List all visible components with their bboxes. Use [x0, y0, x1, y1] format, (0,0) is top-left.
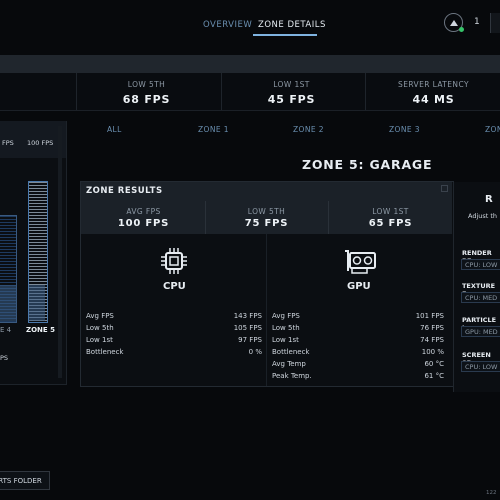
tab-zone-details[interactable]: ZONE DETAILS: [258, 20, 326, 30]
scrollbar[interactable]: [58, 126, 62, 378]
gpu-row-avg-fps: Avg FPS 101 FPS: [272, 312, 444, 324]
row-label: Low 5th: [86, 324, 114, 332]
stat-server-latency: SERVER LATENCY 44 MS: [360, 80, 500, 106]
zone-results-summary: [81, 201, 452, 234]
setting-dropdown[interactable]: CPU: MED: [461, 292, 500, 303]
zone-tab-2[interactable]: ZONE 2: [293, 125, 324, 134]
zone-4-label: E 4: [0, 326, 12, 334]
stat-value: 75 FPS: [244, 218, 289, 229]
row-label: Low 5th: [272, 324, 300, 332]
summary-low-1st: LOW 1ST 65 FPS: [317, 207, 464, 229]
settings-title: R: [485, 194, 493, 205]
gpu-row-low-5th: Low 5th 76 FPS: [272, 324, 444, 336]
row-value: 97 FPS: [238, 336, 262, 344]
status-dot: [459, 27, 464, 32]
summary-avg-fps: AVG FPS 100 FPS: [70, 207, 217, 229]
zone-tab-5[interactable]: ZON: [485, 125, 500, 134]
stat-value: 100 FPS: [117, 218, 170, 229]
row-label: Avg FPS: [86, 312, 114, 320]
setting-dropdown[interactable]: CPU: LOW: [461, 361, 500, 372]
stat-label: AVG FPS: [126, 207, 161, 216]
zone-title: ZONE 5: GARAGE: [302, 157, 433, 172]
row-label: Peak Temp.: [272, 372, 312, 380]
menu-icon[interactable]: [441, 185, 448, 192]
cpu-row-low-5th: Low 5th 105 FPS: [86, 324, 262, 336]
stat-label: LOW 5TH: [127, 80, 166, 89]
stat-label: LOW 1ST: [372, 207, 409, 216]
left-footnote: PS: [0, 354, 9, 362]
active-tab-indicator: [253, 34, 317, 36]
divider: [221, 73, 222, 110]
stats-band-top: [0, 55, 500, 73]
stat-label: SERVER LATENCY: [398, 80, 469, 89]
stat-value: 65 FPS: [368, 218, 413, 229]
divider: [365, 73, 366, 110]
cpu-row-bottleneck: Bottleneck 0 %: [86, 348, 262, 360]
row-value: 0 %: [248, 348, 262, 356]
row-value: 143 FPS: [233, 312, 262, 320]
row-label: Bottleneck: [86, 348, 124, 356]
fps-label: FPS: [2, 139, 14, 147]
zone-results-header: ZONE RESULTS: [81, 182, 452, 201]
stat-label: LOW 5TH: [247, 207, 286, 216]
row-value: 105 FPS: [233, 324, 262, 332]
gpu-icon: [345, 250, 376, 274]
gpu-stats: Avg FPS 101 FPS Low 5th 76 FPS Low 1st 7…: [272, 312, 444, 384]
row-value: 74 FPS: [420, 336, 444, 344]
row-value: 61 °C: [424, 372, 444, 380]
row-value: 100 %: [421, 348, 444, 356]
row-label: Bottleneck: [272, 348, 310, 356]
gpu-title: GPU: [347, 281, 371, 292]
zone-fps-chart-header: [0, 121, 66, 158]
zone-tab-all[interactable]: ALL: [107, 125, 122, 134]
row-label: Avg Temp: [272, 360, 306, 368]
gpu-row-avg-temp: Avg Temp 60 °C: [272, 360, 444, 372]
settings-subtitle: Adjust th: [468, 212, 498, 220]
stat-low-1st: LOW 1ST 45 FPS: [218, 80, 365, 106]
zone-tab-3[interactable]: ZONE 3: [389, 125, 420, 134]
open-reports-folder-button[interactable]: RTS FOLDER: [0, 471, 50, 490]
setting-dropdown[interactable]: GPU: MED: [461, 326, 500, 337]
row-value: 76 FPS: [420, 324, 444, 332]
cpu-icon: [161, 248, 187, 274]
top-nav: [0, 0, 500, 48]
zone-5-label: ZONE 5: [26, 326, 55, 334]
divider: [266, 234, 267, 386]
zone-results-title: ZONE RESULTS: [86, 186, 163, 196]
tab-overview[interactable]: OVERVIEW: [203, 20, 253, 30]
cpu-row-low-1st: Low 1st 97 FPS: [86, 336, 262, 348]
stat-value: 44 MS: [412, 93, 455, 106]
divider: [205, 201, 206, 234]
zone-4-bar-fill: [0, 285, 16, 321]
row-value: 101 FPS: [415, 312, 444, 320]
gpu-row-bottleneck: Bottleneck 100 %: [272, 348, 444, 360]
zone-tab-1[interactable]: ZONE 1: [198, 125, 229, 134]
setting-dropdown[interactable]: CPU: LOW: [461, 259, 500, 270]
profile-button[interactable]: [490, 13, 500, 33]
fps-label: 100 FPS: [27, 139, 54, 147]
row-label: Low 1st: [272, 336, 299, 344]
stats-band: [0, 73, 500, 111]
gpu-row-peak-temp: Peak Temp. 61 °C: [272, 372, 444, 384]
notification-count: 1: [474, 17, 480, 27]
cpu-title: CPU: [163, 281, 186, 292]
stat-value: 68 FPS: [122, 93, 171, 106]
stat-label: LOW 1ST: [273, 80, 310, 89]
row-label: Avg FPS: [272, 312, 300, 320]
divider: [328, 201, 329, 234]
stat-value: 45 FPS: [267, 93, 316, 106]
gpu-row-low-1st: Low 1st 74 FPS: [272, 336, 444, 348]
cpu-row-avg-fps: Avg FPS 143 FPS: [86, 312, 262, 324]
warning-icon[interactable]: [444, 13, 463, 32]
divider: [76, 73, 77, 110]
stat-low-5th: LOW 5TH 68 FPS: [73, 80, 220, 106]
row-label: Low 1st: [86, 336, 113, 344]
zone-5-bar-fill: [29, 285, 45, 321]
version-label: 122: [486, 490, 497, 496]
settings-panel: [453, 182, 500, 392]
cpu-stats: Avg FPS 143 FPS Low 5th 105 FPS Low 1st …: [86, 312, 262, 360]
row-value: 60 °C: [424, 360, 444, 368]
summary-low-5th: LOW 5TH 75 FPS: [193, 207, 340, 229]
